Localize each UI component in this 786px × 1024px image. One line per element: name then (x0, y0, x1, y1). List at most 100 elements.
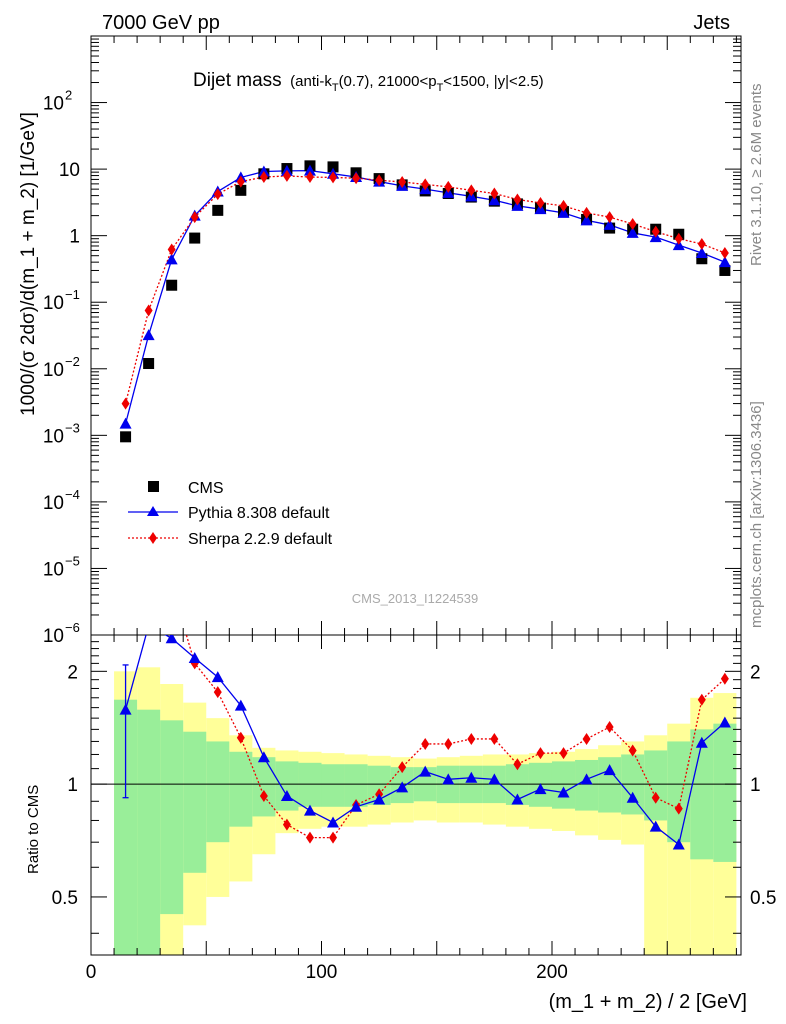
sherpa-ratio-point (213, 686, 222, 699)
legend-marker-sherpa (149, 532, 157, 544)
y-tick-label: 10 (43, 360, 64, 381)
x-tick-label: 100 (306, 962, 338, 983)
green-band-bin (598, 757, 622, 813)
chart-title: Dijet mass (anti-kT(0.7), 21000<pT<1500,… (193, 70, 544, 94)
pythia-ratio-point (327, 816, 340, 828)
pythia-ratio-point (442, 773, 455, 785)
pythia-ratio-point (603, 764, 616, 776)
pythia-ratio-point (672, 838, 685, 850)
pythia-point (142, 329, 155, 341)
sherpa-point (375, 174, 384, 187)
pythia-point (303, 164, 316, 176)
sherpa-point (674, 232, 683, 245)
cms-data-point (235, 184, 247, 196)
green-band-bin (183, 731, 207, 873)
legend: CMS Pythia 8.308 default Sherpa 2.2.9 de… (128, 480, 333, 548)
sherpa-ratio-point (398, 761, 407, 774)
legend-marker-cms (148, 481, 159, 492)
green-band-bin (644, 750, 668, 821)
pythia-ratio-point (534, 783, 547, 795)
pythia-ratio-point (718, 716, 731, 728)
pythia-point (257, 165, 270, 177)
ratio-uncertainty-bands (114, 667, 737, 955)
legend-label-pythia: Pythia 8.308 default (188, 505, 330, 522)
sherpa-point (305, 171, 314, 184)
sherpa-ratio-point (305, 831, 314, 844)
pythia-ratio-point (257, 751, 270, 763)
sherpa-point (236, 175, 245, 188)
pythia-ratio-point (396, 781, 409, 793)
green-band-bin (344, 764, 368, 807)
x-axis-label: (m_1 + m_2) / 2 [GeV] (549, 991, 747, 1013)
sherpa-ratio-point (444, 737, 453, 750)
legend-marker-pythia (147, 506, 159, 516)
sherpa-ratio-point (651, 791, 660, 804)
green-band-bin (667, 741, 691, 843)
y-tick-label-exponent: −1 (65, 287, 80, 302)
pythia-ratio-point (303, 804, 316, 816)
ratio-frame (90, 634, 742, 956)
ratio-tick-label-left: 1 (67, 775, 78, 796)
sherpa-point (582, 206, 591, 219)
sherpa-ratio-point (236, 731, 245, 744)
legend-label-cms: CMS (188, 480, 224, 497)
green-band-bin (367, 765, 391, 805)
pythia-ratio-point (695, 736, 708, 748)
y-tick-label: 10 (43, 293, 64, 314)
analysis-id-label: CMS_2013_I1224539 (352, 591, 479, 606)
sherpa-ratio-point (720, 672, 729, 685)
green-band-bin (713, 723, 737, 862)
main-series (119, 160, 731, 443)
sherpa-point (536, 196, 545, 209)
cms-data-point (189, 232, 201, 244)
green-band-bin (575, 759, 599, 811)
sherpa-point (490, 187, 499, 200)
ratio-tick-label-right: 2 (750, 662, 761, 683)
sherpa-ratio-point (168, 579, 176, 591)
sherpa-point (559, 199, 568, 212)
y-tick-label: 10 (43, 94, 64, 115)
sherpa-ratio-point (536, 747, 545, 760)
pythia-point (119, 417, 132, 429)
sherpa-point (697, 237, 706, 250)
pythia-point (488, 194, 501, 206)
sherpa-ratio-point (513, 758, 522, 771)
sherpa-ratio-point (582, 732, 591, 745)
sherpa-ratio-point (467, 732, 476, 745)
sherpa-point (467, 184, 476, 197)
sherpa-point (259, 171, 268, 184)
sherpa-ratio-point (605, 721, 614, 734)
pythia-ratio-point (649, 820, 662, 832)
pythia-point (695, 246, 708, 258)
sherpa-point (398, 176, 407, 189)
green-band-bin (206, 741, 230, 843)
y-tick-label-exponent: −3 (65, 420, 80, 435)
ratio-axis-label: Ratio to CMS (25, 785, 42, 874)
pythia-ratio-point (580, 773, 593, 785)
pythia-ratio-point (373, 793, 386, 805)
pythia-point (165, 253, 178, 265)
sherpa-point (720, 246, 729, 259)
sherpa-point (444, 180, 453, 193)
ratio-tick-label-right: 0.5 (750, 888, 776, 909)
y-tick-label-exponent: −4 (65, 487, 80, 502)
sherpa-point (213, 188, 222, 201)
green-band-bin (690, 729, 714, 860)
y-axis-label: 1000/(σ 2dσ)/d(m_1 + m_2) [1/GeV] (18, 112, 39, 416)
sherpa-ratio-point (259, 789, 268, 802)
pythia-ratio-point (188, 652, 201, 664)
pythia-ratio-point (119, 703, 132, 715)
cms-data-point (166, 279, 178, 291)
ratio-tick-label-left: 0.5 (52, 888, 78, 909)
sherpa-ratio-point (282, 818, 291, 831)
green-band-bin (298, 762, 322, 807)
rivet-version-label: Rivet 3.1.10, ≥ 2.6M events (748, 84, 765, 267)
cms-data-point (327, 161, 339, 173)
sherpa-point (329, 171, 338, 184)
sherpa-ratio-point (559, 747, 568, 760)
pythia-ratio-point (211, 671, 224, 683)
green-band-bin (252, 757, 276, 817)
ratio-tick-label-left: 2 (67, 662, 78, 683)
sherpa-ratio-point (490, 732, 499, 745)
